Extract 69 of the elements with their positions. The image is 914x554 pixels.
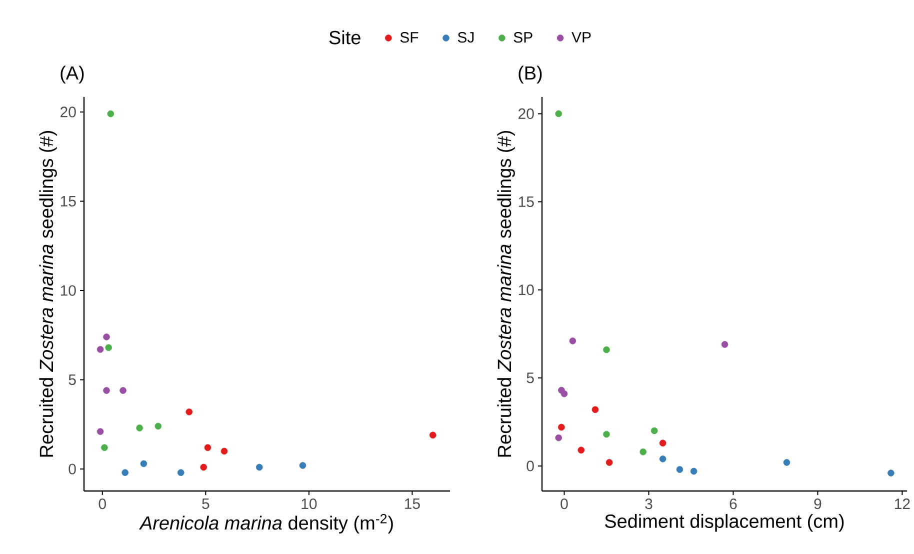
y-tick-label: 15 [60, 196, 76, 206]
point [659, 456, 666, 462]
point [103, 387, 110, 394]
point [558, 424, 565, 431]
point [220, 448, 228, 455]
y-tick-label: 10 [518, 284, 534, 296]
point [659, 440, 666, 446]
point [200, 464, 207, 471]
x-tick-label: 6 [730, 498, 737, 510]
x-tick-label: 15 [405, 498, 420, 509]
y-tick-label: 15 [518, 196, 534, 208]
point [177, 469, 184, 476]
y-tick-label: 5 [526, 372, 534, 384]
point [120, 387, 126, 394]
x-tick-label: 0 [560, 498, 568, 510]
point [256, 464, 263, 471]
point [299, 462, 306, 469]
point [578, 446, 585, 454]
chart-title: (B) [518, 66, 542, 84]
point [721, 341, 728, 348]
y-tick-label: 0 [68, 464, 76, 474]
y-tick-label: 20 [518, 108, 534, 120]
legend-label: VP [572, 32, 591, 42]
point [186, 408, 193, 416]
point [555, 434, 562, 442]
legend-title: Site [329, 30, 360, 44]
y-tick-label: 10 [60, 285, 76, 296]
point [555, 110, 562, 118]
legend-label: SJ [458, 32, 474, 43]
point [676, 466, 684, 473]
point [603, 430, 610, 438]
x-tick-label: 5 [202, 498, 210, 509]
point [560, 390, 568, 398]
point [592, 406, 599, 414]
y-tick-label: 0 [526, 460, 534, 472]
point [603, 346, 610, 354]
point [154, 422, 162, 430]
x-tick-label: 12 [895, 498, 910, 509]
y-axis-title: Recruited Zostera marina seedlings (#) [39, 131, 57, 457]
legend-label: SF [400, 32, 418, 43]
point [107, 110, 114, 118]
point [122, 469, 129, 476]
point [140, 460, 148, 468]
point [103, 334, 110, 340]
y-axis-title: Recruited Zostera marina seedlings (#) [497, 131, 515, 457]
y-tick-label: 20 [60, 106, 76, 118]
point [690, 468, 698, 475]
point [888, 470, 894, 476]
x-tick-label: 0 [98, 498, 106, 510]
point [650, 427, 658, 434]
x-tick-label: 9 [814, 498, 822, 510]
x-axis-title: Sediment displacement (cm) [604, 514, 844, 532]
point [105, 344, 112, 352]
x-tick-label: 3 [645, 498, 652, 510]
x-tick-label: 10 [302, 498, 317, 510]
point [640, 448, 647, 456]
chart-title: (A) [60, 66, 84, 84]
point [783, 459, 790, 466]
point [96, 346, 104, 353]
point [429, 432, 436, 439]
y-tick-label: 5 [68, 374, 76, 385]
point [136, 424, 143, 432]
point [569, 338, 576, 344]
point [204, 444, 212, 452]
point [101, 444, 108, 452]
point [96, 428, 104, 435]
legend-label: SP [514, 32, 532, 43]
x-axis-title: Arenicola marina density (m$^{-2}$) [139, 514, 393, 534]
point [606, 459, 613, 466]
